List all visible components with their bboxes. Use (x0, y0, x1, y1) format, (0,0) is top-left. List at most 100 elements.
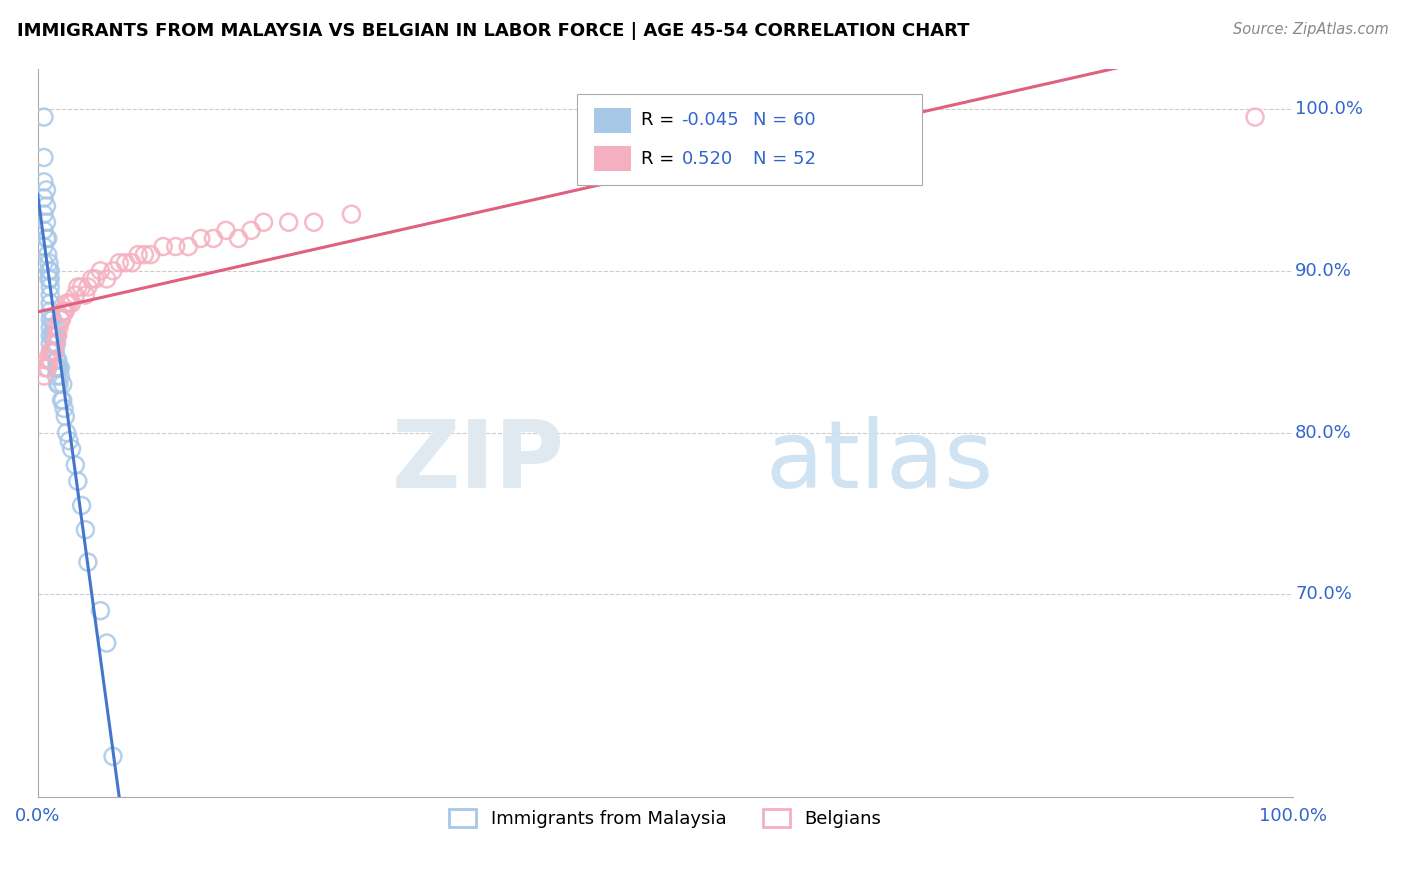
Point (46, 352, 69, 367)
Text: ZIP: ZIP (392, 416, 565, 508)
Point (35, 199, 58, 213)
Point (58, 296, 80, 310)
Point (75, 523, 97, 537)
Point (39, 264, 62, 278)
Point (127, 247, 149, 261)
Point (340, 207, 363, 221)
Point (53, 304, 76, 318)
Point (101, 749, 124, 764)
Point (45, 360, 67, 375)
Point (38, 352, 60, 367)
Point (240, 223, 263, 237)
Point (32, 369, 55, 384)
Point (39, 280, 62, 294)
Point (45, 352, 67, 367)
Point (114, 256, 136, 270)
Text: IMMIGRANTS FROM MALAYSIA VS BELGIAN IN LABOR FORCE | AGE 45-54 CORRELATION CHART: IMMIGRANTS FROM MALAYSIA VS BELGIAN IN L… (17, 22, 969, 40)
Point (35, 231, 58, 245)
Point (46, 360, 69, 375)
Point (134, 247, 156, 261)
Point (121, 256, 143, 270)
Text: N = 52: N = 52 (754, 150, 815, 168)
Point (108, 256, 131, 270)
Point (39, 352, 62, 367)
Point (45, 369, 67, 384)
Point (37, 231, 59, 245)
Text: 80.0%: 80.0% (1295, 424, 1353, 442)
Point (152, 239, 174, 253)
Point (32, 223, 55, 237)
Point (55, 425, 77, 440)
Text: R =: R = (641, 150, 681, 168)
Point (44, 328, 66, 343)
Point (32, 191, 55, 205)
Point (53, 401, 76, 416)
Bar (593, 146, 631, 171)
Point (101, 264, 124, 278)
Point (32, 175, 55, 189)
Point (38, 272, 60, 286)
Point (39, 288, 62, 302)
Point (139, 247, 162, 261)
Point (80, 272, 103, 286)
Point (51, 393, 73, 408)
Point (52, 377, 75, 392)
Point (42, 344, 65, 359)
Point (65, 288, 87, 302)
Point (65, 458, 87, 472)
Point (51, 312, 73, 326)
Point (46, 328, 69, 343)
Point (35, 215, 58, 229)
FancyBboxPatch shape (578, 94, 922, 185)
Point (48, 377, 70, 392)
Point (46, 377, 69, 392)
Point (35, 183, 58, 197)
Point (49, 312, 72, 326)
Point (49, 360, 72, 375)
Point (70, 499, 93, 513)
Point (44, 344, 66, 359)
Point (39, 272, 62, 286)
Point (1244, 110, 1267, 124)
Point (53, 409, 76, 424)
Point (38, 264, 60, 278)
Point (32, 207, 55, 221)
Point (60, 442, 83, 456)
Point (96, 272, 118, 286)
Point (77, 280, 100, 294)
Point (37, 360, 59, 375)
Bar (593, 108, 631, 133)
Point (42, 336, 65, 351)
Point (42, 320, 65, 334)
Point (32, 151, 55, 165)
Point (84, 272, 107, 286)
Point (37, 247, 59, 261)
Point (32, 256, 55, 270)
Point (89, 264, 111, 278)
Point (202, 231, 225, 245)
Point (41, 344, 63, 359)
Point (89, 604, 111, 618)
Point (32, 110, 55, 124)
Point (42, 344, 65, 359)
Point (39, 344, 62, 359)
Point (39, 312, 62, 326)
Point (39, 328, 62, 343)
Text: -0.045: -0.045 (682, 112, 740, 129)
Point (55, 296, 77, 310)
Point (215, 223, 238, 237)
Text: 90.0%: 90.0% (1295, 262, 1353, 280)
Point (39, 336, 62, 351)
Point (35, 352, 58, 367)
Point (190, 231, 212, 245)
Point (165, 239, 187, 253)
Point (96, 636, 118, 650)
Point (52, 304, 75, 318)
Point (228, 231, 250, 245)
Point (58, 434, 80, 448)
Point (70, 280, 93, 294)
Legend: Immigrants from Malaysia, Belgians: Immigrants from Malaysia, Belgians (441, 801, 889, 835)
Text: Source: ZipAtlas.com: Source: ZipAtlas.com (1233, 22, 1389, 37)
Point (277, 215, 299, 229)
Point (38, 256, 60, 270)
